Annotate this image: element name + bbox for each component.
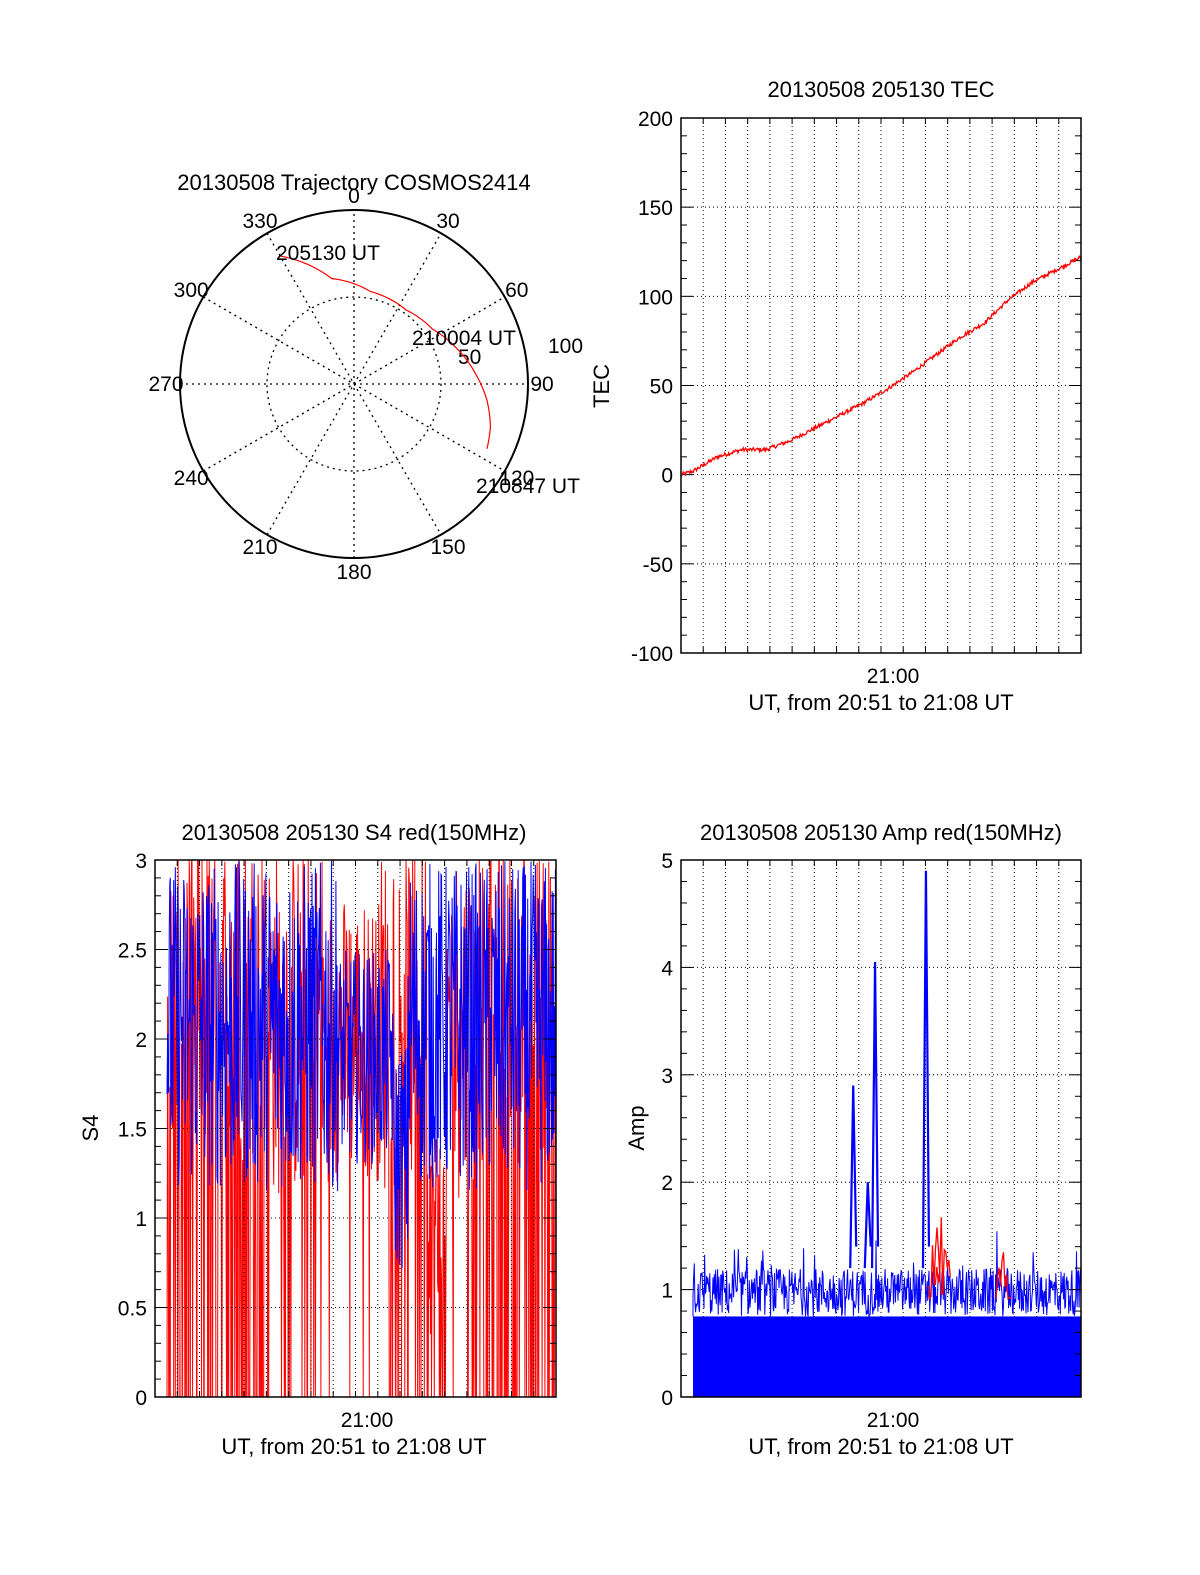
polar-angle-label-330: 330 bbox=[242, 210, 277, 233]
tec-y-tick-label-4: 100 bbox=[638, 286, 673, 309]
tec-plot-frame bbox=[680, 117, 1082, 654]
amp-title: 20130508 205130 Amp red(150MHz) bbox=[700, 820, 1062, 845]
tec-x-axis-label: UT, from 20:51 to 21:08 UT bbox=[748, 690, 1013, 715]
polar-annotation-end: 210847 UT bbox=[476, 475, 580, 498]
polar-angle-label-30: 30 bbox=[436, 210, 459, 233]
s4-y-tick-label-1: 0.5 bbox=[118, 1298, 147, 1321]
polar-grid bbox=[180, 210, 528, 558]
tec-panel: 20130508 205130 TEC -100-50050100150200 … bbox=[589, 77, 1082, 715]
polar-angle-label-180: 180 bbox=[336, 561, 371, 584]
polar-annotation-start: 205130 UT bbox=[276, 242, 380, 265]
s4-grid bbox=[155, 860, 556, 1397]
amp-y-tick-label-3: 3 bbox=[661, 1065, 673, 1088]
s4-title: 20130508 205130 S4 red(150MHz) bbox=[182, 820, 527, 845]
tec-grid bbox=[681, 118, 1081, 653]
polar-angle-label-120: 120 bbox=[499, 467, 534, 490]
amp-x-axis-label: UT, from 20:51 to 21:08 UT bbox=[748, 1434, 1013, 1459]
polar-angle-label-270: 270 bbox=[148, 373, 183, 396]
tec-y-tick-label-5: 150 bbox=[638, 197, 673, 220]
amp-red-spike-0 bbox=[934, 1217, 951, 1295]
polar-angle-label-300: 300 bbox=[174, 279, 209, 302]
s4-y-tick-label-2: 1 bbox=[135, 1208, 147, 1231]
s4-y-tick-label-0: 0 bbox=[135, 1387, 147, 1410]
s4-x-tick-label: 21:00 bbox=[341, 1409, 394, 1432]
polar-outer-circle bbox=[179, 209, 529, 559]
amp-blue-spike-3 bbox=[921, 870, 931, 1269]
tec-y-tick-label-1: -50 bbox=[643, 554, 673, 577]
polar-grid-circle-50 bbox=[266, 296, 442, 472]
amp-y-tick-label-2: 2 bbox=[661, 1172, 673, 1195]
polar-trajectory-line bbox=[279, 255, 492, 449]
s4-y-tick-label-3: 1.5 bbox=[118, 1119, 147, 1142]
amp-blue-spike-1 bbox=[863, 1182, 872, 1269]
amp-y-tick-label-0: 0 bbox=[661, 1387, 673, 1410]
polar-radial-label-50: 50 bbox=[458, 346, 481, 369]
amp-blue-spike-0 bbox=[849, 1085, 858, 1269]
tec-y-tick-label-0: -100 bbox=[631, 643, 673, 666]
polar-angle-label-240: 240 bbox=[174, 467, 209, 490]
amp-y-tick-label-5: 5 bbox=[661, 850, 673, 873]
polar-trajectory-panel: 20130508 Trajectory COSMOS2414 0 30 60 90 12… bbox=[148, 170, 583, 584]
amp-blue-spike-2 bbox=[870, 962, 880, 1269]
polar-spoke-150 bbox=[266, 232, 442, 536]
amp-blue-base bbox=[693, 1316, 1081, 1397]
s4-panel: 20130508 205130 S4 red(150MHz) 0 0.5 1 1.5 2… bbox=[78, 820, 557, 1459]
tec-y-tick-label-2: 0 bbox=[661, 465, 673, 488]
s4-y-tick-label-6: 3 bbox=[135, 850, 147, 873]
amp-red-spike-2 bbox=[995, 1252, 1012, 1300]
tec-y-ticks: -100 -50 0 50 100 150 200 bbox=[631, 108, 1081, 666]
tec-series-line bbox=[680, 255, 1082, 477]
amp-y-axis-label: Amp bbox=[624, 1105, 649, 1150]
polar-angle-label-60: 60 bbox=[505, 279, 528, 302]
s4-red-series bbox=[166, 859, 557, 1398]
polar-angle-label-0: 0 bbox=[348, 185, 360, 208]
polar-angle-label-150: 150 bbox=[430, 536, 465, 559]
s4-blue-series bbox=[166, 860, 557, 1269]
s4-y-axis-label: S4 bbox=[78, 1115, 103, 1142]
amp-y-tick-label-4: 4 bbox=[661, 957, 673, 980]
polar-radial-label-100: 100 bbox=[548, 335, 583, 358]
tec-y-tick-label-6: 200 bbox=[638, 108, 673, 131]
s4-y-ticks: 0 0.5 1 1.5 2 2.5 3 bbox=[118, 850, 556, 1410]
amp-x-tick-label: 21:00 bbox=[867, 1409, 920, 1432]
tec-title: 20130508 205130 TEC bbox=[767, 77, 994, 102]
s4-series bbox=[166, 859, 557, 1398]
amp-blue-series bbox=[692, 1231, 1082, 1317]
amp-series bbox=[692, 870, 1082, 1397]
s4-x-axis-label: UT, from 20:51 to 21:08 UT bbox=[221, 1434, 486, 1459]
amp-y-tick-label-1: 1 bbox=[661, 1280, 673, 1303]
polar-angle-labels: 0 30 60 90 120 150 180 210 240 270 300 330 bbox=[148, 185, 553, 584]
tec-y-tick-label-3: 50 bbox=[650, 376, 673, 399]
s4-y-tick-label-5: 2.5 bbox=[118, 940, 147, 963]
amp-panel: 20130508 205130 Amp red(150MHz) 0 1 2 3 4 5 2… bbox=[624, 820, 1082, 1459]
tec-x-tick-label: 21:00 bbox=[867, 665, 920, 688]
tec-y-axis-label: TEC bbox=[589, 364, 614, 408]
polar-title: 20130508 Trajectory COSMOS2414 bbox=[177, 170, 530, 195]
amp-red-spike-1 bbox=[927, 1227, 944, 1301]
polar-angle-label-210: 210 bbox=[242, 536, 277, 559]
polar-annotation-mid: 210004 UT bbox=[412, 327, 516, 350]
s4-plot-frame bbox=[154, 859, 557, 1398]
amp-y-ticks: 0 1 2 3 4 5 bbox=[661, 850, 1081, 1410]
amp-plot-frame bbox=[680, 859, 1082, 1398]
polar-angle-label-90: 90 bbox=[530, 373, 553, 396]
s4-y-tick-label-4: 2 bbox=[135, 1029, 147, 1052]
